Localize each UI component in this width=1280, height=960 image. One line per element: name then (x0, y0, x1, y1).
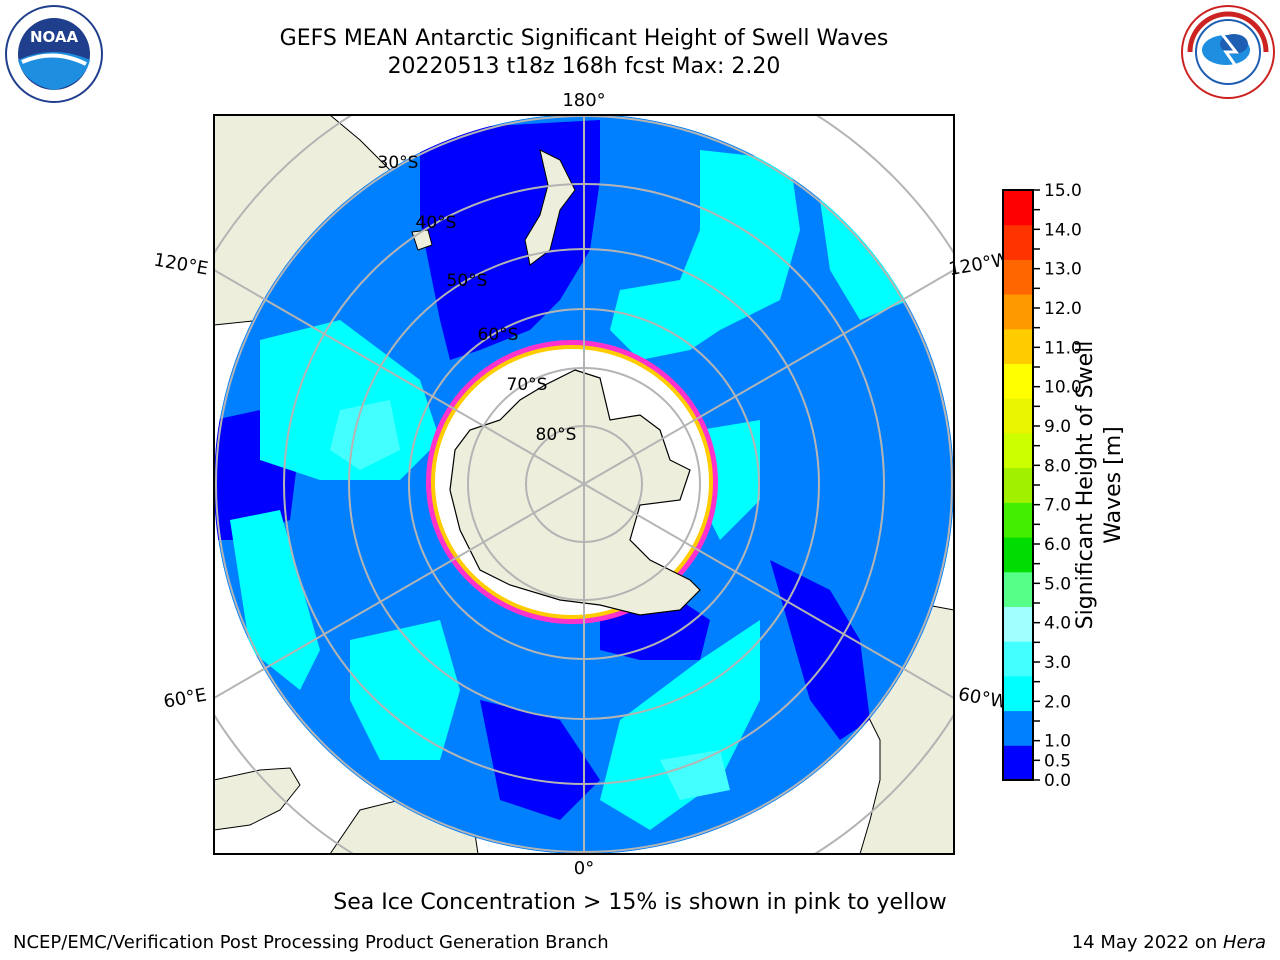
lon-label-60e: 60°E (162, 684, 208, 712)
colorbar-tick-label: 0.5 (1044, 751, 1071, 771)
colorbar-cell (1003, 675, 1033, 712)
colorbar-tick-label: 12.0 (1044, 299, 1082, 319)
colorbar-cell (1003, 467, 1033, 503)
colorbar-tick-label: 0.0 (1044, 771, 1071, 790)
map-frame (213, 114, 955, 855)
colorbar-tick-label: 15.0 (1044, 181, 1082, 201)
colorbar-cell (1003, 398, 1033, 434)
colorbar-tick-label: 8.0 (1044, 456, 1071, 476)
swell-band-0-0.5 (480, 700, 600, 820)
colorbar-cell (1003, 537, 1033, 573)
lon-label-120e: 120°E (152, 249, 210, 279)
colorbar-label-line1: Significant Height of Swell (1073, 340, 1098, 630)
chart-title: GEFS MEAN Antarctic Significant Height o… (279, 26, 889, 51)
graticule (215, 114, 953, 854)
colorbar-tick-label: 10.0 (1044, 378, 1082, 398)
colorbar-tick-label: 7.0 (1044, 496, 1071, 516)
colorbar-tick-label: 4.0 (1044, 614, 1071, 634)
lat-label: 30°S (378, 153, 419, 173)
colorbar-cell (1003, 571, 1033, 607)
swell-band-1.5-2.0 (330, 400, 400, 470)
swell-band-0-0.5 (600, 600, 710, 660)
colorbar-cell (1003, 294, 1033, 330)
lon-label-0: 0° (574, 858, 594, 879)
colorbar-tick-label: 1.0 (1044, 732, 1071, 752)
footer-date: 14 May 2022 on (1071, 932, 1223, 953)
colorbar-cell (1003, 190, 1033, 226)
footer-left: NCEP/EMC/Verification Post Processing Pr… (13, 932, 609, 953)
colorbar-tick-label: 5.0 (1044, 574, 1071, 594)
colorbar-cell (1003, 328, 1033, 365)
colorbar-cell (1003, 432, 1033, 469)
lon-label-180: 180° (562, 90, 605, 111)
swell-band-1.5-2.0 (660, 750, 730, 800)
colorbar-tick-label: 14.0 (1044, 220, 1082, 240)
land-new-zealand (524, 149, 576, 266)
colorbar-cell (1003, 710, 1033, 746)
colorbar-tick-label: 2.0 (1044, 692, 1071, 712)
colorbar-cell (1003, 745, 1033, 781)
noaa-logo-text: NOAA (30, 28, 79, 46)
footer-right: 14 May 2022 on Hera (1072, 932, 1266, 953)
colorbar-label-line2: Waves [m] (1101, 426, 1126, 544)
swell-band-1.0-1.5 (610, 150, 800, 360)
lat-label: 40°S (416, 213, 457, 233)
colorbar-cell (1003, 641, 1033, 677)
colorbar-tick-label: 9.0 (1044, 417, 1071, 437)
noaa-logo: NOAA (5, 5, 103, 103)
colorbar: 0.0 1.0 2.0 3.0 4.0 5.0 6.0 7.0 8.0 9.0 10.0 11.0 12… (1002, 181, 1082, 790)
colorbar-cell (1003, 259, 1033, 295)
colorbar-tick-label: 6.0 (1044, 535, 1071, 555)
land-africa (214, 767, 301, 831)
colorbar-tick-label: 3.0 (1044, 653, 1071, 673)
land-antarctica (449, 369, 701, 616)
nws-logo (1181, 5, 1275, 99)
colorbar-cell (1003, 363, 1033, 399)
footer-host: Hera (1222, 932, 1266, 953)
colorbar-cell (1003, 502, 1033, 538)
chart-subtitle: 20220513 t18z 168h fcst Max: 2.20 (387, 54, 781, 79)
colorbar-cell (1003, 224, 1033, 260)
caption: Sea Ice Concentration > 15% is shown in … (333, 890, 947, 915)
colorbar-tick-label: 11.0 (1044, 338, 1082, 358)
swell-band-1.0-1.5 (350, 620, 460, 760)
colorbar-tick-label: 13.0 (1044, 260, 1082, 280)
lat-label: 60°S (478, 325, 519, 345)
lat-label: 80°S (536, 425, 577, 445)
swell-band-1.0-1.5 (820, 200, 910, 320)
lat-label: 50°S (447, 271, 488, 291)
lat-label: 70°S (507, 375, 548, 395)
colorbar-cell (1003, 606, 1033, 642)
